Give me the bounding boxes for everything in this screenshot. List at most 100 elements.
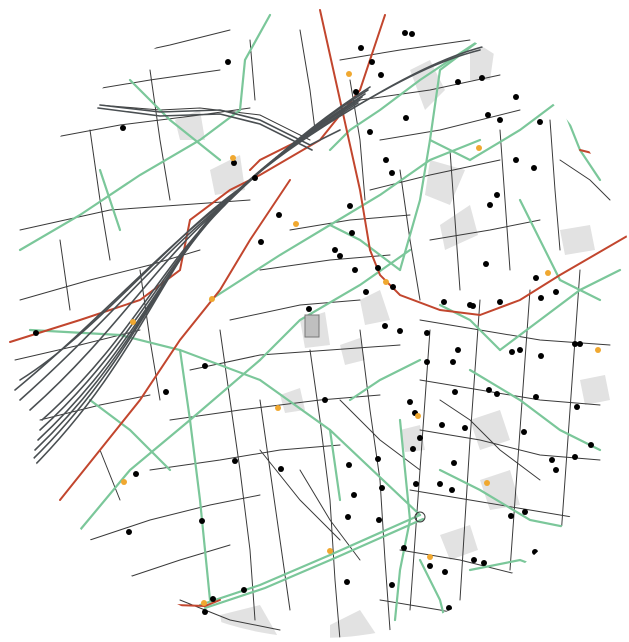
street-network [14, 29, 611, 638]
orange-stop [415, 413, 421, 419]
black-stop [513, 94, 519, 100]
black-stop [363, 289, 369, 295]
orange-stop [545, 270, 551, 276]
black-stop [401, 545, 407, 551]
black-stop [376, 517, 382, 523]
black-stop [409, 31, 415, 37]
orange-stop [427, 554, 433, 560]
black-stop [199, 518, 205, 524]
black-stop [231, 160, 237, 166]
black-stop [126, 529, 132, 535]
black-stop [353, 89, 359, 95]
black-stop [442, 569, 448, 575]
black-stop [346, 462, 352, 468]
black-stop [410, 446, 416, 452]
orange-stop [383, 279, 389, 285]
black-stop [337, 253, 343, 259]
black-stop [349, 230, 355, 236]
black-stop [417, 435, 423, 441]
black-stop [497, 117, 503, 123]
black-stop [332, 247, 338, 253]
black-stop [553, 467, 559, 473]
roundabout [414, 511, 426, 523]
orange-stop [595, 347, 601, 353]
black-stop [389, 170, 395, 176]
black-stop [278, 466, 284, 472]
orange-stop [484, 480, 490, 486]
black-stop [494, 192, 500, 198]
black-stop [369, 59, 375, 65]
black-stop [163, 389, 169, 395]
black-stop [513, 157, 519, 163]
black-stop [202, 609, 208, 615]
black-stop [532, 549, 538, 555]
black-stop [397, 328, 403, 334]
black-stop [572, 454, 578, 460]
black-stop [487, 202, 493, 208]
orange-stop [209, 296, 215, 302]
black-stop [252, 175, 258, 181]
black-stop [225, 59, 231, 65]
black-stop [470, 303, 476, 309]
black-stop [413, 481, 419, 487]
black-stop [572, 341, 578, 347]
black-stop [437, 481, 443, 487]
black-stop [486, 387, 492, 393]
black-stop [306, 306, 312, 312]
black-stop [378, 72, 384, 78]
black-stop [533, 275, 539, 281]
black-stop [470, 601, 476, 607]
orange-stop [230, 155, 236, 161]
black-stop [133, 471, 139, 477]
black-stop [322, 397, 328, 403]
orange-stop [293, 221, 299, 227]
black-stop [509, 349, 515, 355]
orange-stop [130, 319, 136, 325]
black-stop [375, 265, 381, 271]
orange-stop [275, 405, 281, 411]
black-stop [577, 341, 583, 347]
black-stop [232, 458, 238, 464]
black-stop [483, 261, 489, 267]
black-stop [537, 119, 543, 125]
black-stop [379, 485, 385, 491]
black-stop [471, 557, 477, 563]
building-blocks [175, 45, 610, 638]
black-stop [344, 579, 350, 585]
black-stop [479, 75, 485, 81]
black-stop [553, 289, 559, 295]
black-stop [508, 513, 514, 519]
building-marker [304, 314, 320, 338]
stops-layer [33, 30, 601, 615]
black-stop [549, 457, 555, 463]
black-stop [33, 330, 39, 336]
black-stop [533, 394, 539, 400]
black-stop [375, 456, 381, 462]
black-stop [462, 425, 468, 431]
orange-stop [327, 548, 333, 554]
black-stop [402, 30, 408, 36]
black-stop [538, 353, 544, 359]
black-stop [424, 359, 430, 365]
black-stop [452, 389, 458, 395]
black-stop [389, 582, 395, 588]
black-stop [258, 239, 264, 245]
black-stop [383, 157, 389, 163]
black-stop [120, 125, 126, 131]
orange-stop [346, 71, 352, 77]
black-stop [521, 429, 527, 435]
black-stop [441, 299, 447, 305]
green-routes [18, 13, 622, 638]
black-stop [455, 347, 461, 353]
black-stop [455, 79, 461, 85]
orange-stop [121, 479, 127, 485]
black-stop [451, 460, 457, 466]
black-stop [446, 605, 452, 611]
black-stop [241, 587, 247, 593]
black-stop [450, 359, 456, 365]
black-stop [382, 323, 388, 329]
black-stop [202, 363, 208, 369]
black-stop [358, 45, 364, 51]
